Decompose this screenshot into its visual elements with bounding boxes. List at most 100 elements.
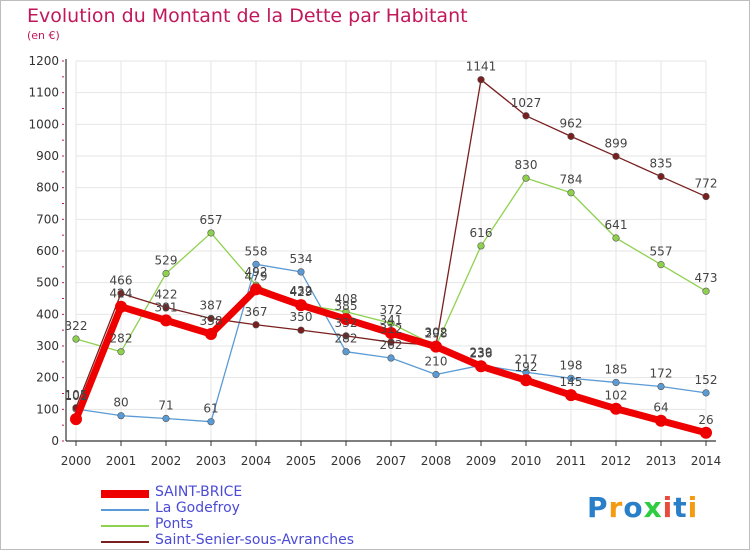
data-label: 432 bbox=[290, 284, 313, 298]
data-label: 381 bbox=[155, 300, 178, 314]
data-point bbox=[117, 412, 125, 420]
y-tick-label: 800 bbox=[36, 181, 59, 195]
y-tick-label: 1200 bbox=[28, 54, 59, 68]
data-label: 372 bbox=[380, 303, 403, 317]
data-label: 105 bbox=[65, 388, 88, 402]
data-point bbox=[162, 414, 170, 423]
data-label: 101 bbox=[65, 389, 88, 403]
data-point bbox=[207, 418, 215, 426]
proxiti-logo: Proxiti bbox=[587, 491, 698, 524]
data-point bbox=[567, 132, 575, 140]
legend-swatch bbox=[101, 509, 149, 511]
logo-letter: r bbox=[608, 491, 624, 524]
data-label: 422 bbox=[155, 287, 178, 301]
y-tick-label: 200 bbox=[36, 371, 59, 385]
data-point bbox=[295, 299, 307, 312]
data-label: 236 bbox=[470, 346, 493, 360]
data-point bbox=[475, 360, 487, 373]
data-point bbox=[162, 303, 170, 311]
data-point bbox=[702, 192, 710, 201]
data-label: 338 bbox=[200, 314, 223, 328]
data-point bbox=[117, 348, 125, 356]
data-label: 830 bbox=[515, 158, 538, 172]
y-tick-label: 1000 bbox=[28, 117, 59, 131]
data-label: 835 bbox=[650, 157, 673, 171]
data-label: 473 bbox=[695, 271, 718, 285]
data-point bbox=[657, 382, 665, 391]
data-point bbox=[250, 283, 262, 296]
data-point bbox=[702, 389, 710, 397]
chart-subtitle: (en €) bbox=[27, 29, 60, 42]
data-label: 558 bbox=[245, 244, 268, 258]
x-tick-label: 2006 bbox=[331, 454, 362, 468]
data-point bbox=[610, 402, 622, 415]
data-label: 492 bbox=[245, 265, 268, 279]
data-label: 385 bbox=[335, 299, 358, 313]
data-point bbox=[657, 172, 665, 181]
data-point bbox=[115, 300, 127, 313]
data-point bbox=[207, 314, 215, 323]
x-tick-label: 2003 bbox=[196, 454, 227, 468]
data-label: 102 bbox=[605, 389, 628, 403]
data-point bbox=[252, 321, 260, 329]
data-label: 784 bbox=[560, 173, 583, 187]
data-point bbox=[162, 269, 170, 278]
data-point bbox=[567, 374, 575, 382]
data-point bbox=[205, 327, 217, 340]
data-label: 282 bbox=[110, 332, 133, 346]
data-label: 534 bbox=[290, 252, 313, 266]
chart-title: Evolution du Montant de la Dette par Hab… bbox=[27, 5, 468, 27]
data-label: 80 bbox=[113, 396, 128, 410]
data-label: 899 bbox=[605, 136, 628, 150]
y-tick-label: 900 bbox=[36, 149, 59, 163]
data-point bbox=[387, 354, 395, 362]
data-point bbox=[567, 189, 575, 197]
data-point bbox=[72, 335, 80, 343]
data-point bbox=[385, 327, 397, 340]
data-point bbox=[297, 326, 305, 334]
logo-letter: i bbox=[662, 491, 674, 524]
data-label: 210 bbox=[425, 355, 448, 369]
data-point bbox=[612, 234, 620, 242]
data-label: 282 bbox=[335, 332, 358, 346]
data-point bbox=[702, 287, 710, 295]
y-tick-label: 0 bbox=[51, 434, 59, 448]
data-point bbox=[342, 348, 350, 356]
data-label: 387 bbox=[200, 298, 223, 312]
data-label: 217 bbox=[515, 352, 538, 366]
data-label: 408 bbox=[335, 292, 358, 306]
data-label: 185 bbox=[605, 362, 628, 376]
data-point bbox=[297, 268, 305, 276]
legend-label: Ponts bbox=[155, 516, 194, 532]
data-label: 772 bbox=[695, 177, 718, 191]
x-tick-label: 2002 bbox=[151, 454, 182, 468]
x-tick-label: 2010 bbox=[511, 454, 542, 468]
data-label: 429 bbox=[290, 285, 313, 299]
data-label: 239 bbox=[470, 345, 493, 359]
data-point bbox=[612, 152, 620, 160]
data-point bbox=[520, 374, 532, 387]
data-point bbox=[522, 174, 530, 182]
x-tick-label: 2013 bbox=[646, 454, 677, 468]
data-label: 61 bbox=[203, 402, 218, 416]
x-tick-label: 2011 bbox=[556, 454, 587, 468]
data-point bbox=[252, 260, 260, 268]
data-label: 198 bbox=[560, 358, 583, 372]
data-label: 466 bbox=[110, 273, 133, 287]
data-point bbox=[477, 76, 485, 84]
data-point bbox=[70, 413, 82, 426]
legend-label: Saint-Senier-sous-Avranches bbox=[155, 532, 355, 548]
data-label: 172 bbox=[650, 367, 673, 381]
data-label: 529 bbox=[155, 253, 178, 267]
data-point bbox=[700, 426, 712, 439]
logo-letter: o bbox=[623, 491, 644, 524]
data-point bbox=[432, 370, 440, 379]
data-label: 341 bbox=[380, 313, 403, 327]
data-label: 298 bbox=[425, 327, 448, 341]
data-label: 71 bbox=[158, 399, 173, 413]
data-label: 312 bbox=[380, 322, 403, 336]
data-label: 192 bbox=[515, 360, 538, 374]
data-label: 557 bbox=[650, 245, 673, 259]
